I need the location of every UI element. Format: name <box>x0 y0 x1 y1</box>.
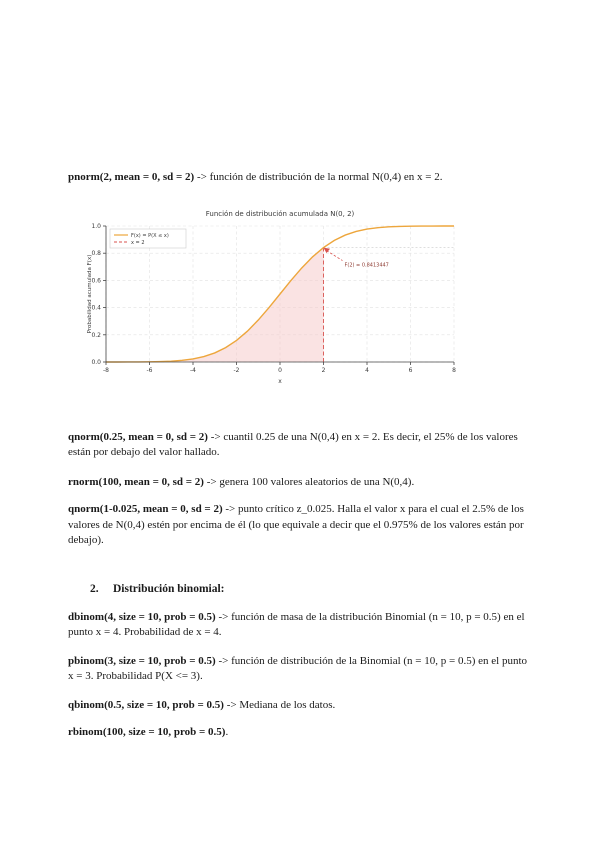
shaded-area <box>106 247 324 362</box>
code-qnorm-0975: qnorm(1-0.025, mean = 0, sd = 2) <box>68 503 223 515</box>
x-tick-label: 2 <box>322 367 326 374</box>
x-tick-label: 4 <box>365 367 369 374</box>
cdf-curve <box>105 224 455 363</box>
x-tick-label: -6 <box>147 367 153 374</box>
x-tick-label: 0 <box>278 367 282 374</box>
section-title: Distribución binomial: <box>113 582 225 595</box>
legend-marker-label: x = 2 <box>131 240 145 246</box>
paragraph-qnorm-0975: qnorm(1-0.025, mean = 0, sd = 2) -> punt… <box>68 502 534 549</box>
x-tick-label: 6 <box>409 367 413 374</box>
code-rbinom: rbinom(100, size = 10, prob = 0.5) <box>68 726 226 738</box>
cdf-chart: -8 -6 -4 -2 0 2 4 6 8 0.0 0.2 0.4 0.6 0.8 1.0 Función d… <box>87 210 456 385</box>
x-tick-label: 8 <box>452 367 456 374</box>
text-rbinom: . <box>225 726 229 738</box>
y-axis-label: Probabilidad acumulada F(x) <box>87 254 93 333</box>
text-dbinom: -> función de masa de la distribución Bi… <box>68 610 525 639</box>
cdf-chart-figure: -8 -6 -4 -2 0 2 4 6 8 0.0 0.2 0.4 0.6 0.8 1.0 Función d… <box>84 206 534 394</box>
y-tick-label: 0.0 <box>91 359 101 366</box>
x-tick-label: -2 <box>234 367 240 374</box>
code-rnorm: rnorm(100, mean = 0, sd = 2) <box>68 475 204 488</box>
paragraph-pbinom: pbinom(3, size = 10, prob = 0.5) -> func… <box>68 654 534 685</box>
annotation-text: F(2) = 0.8413447 <box>345 262 389 268</box>
paragraph-qnorm-025: qnorm(0.25, mean = 0, sd = 2) -> cuantil… <box>68 430 534 461</box>
x-tick-label: -8 <box>103 367 109 374</box>
y-tick-label: 0.8 <box>91 250 101 257</box>
paragraph-rnorm: rnorm(100, mean = 0, sd = 2) -> genera 1… <box>68 475 534 491</box>
legend-curve-label: F(x) = P(X ≤ x) <box>131 233 169 239</box>
paragraph-pnorm: pnorm(2, mean = 0, sd = 2) -> función de… <box>68 170 534 186</box>
annotation-arrow <box>326 249 343 261</box>
x-tick-label: -4 <box>190 367 196 374</box>
paragraph-rbinom: rbinom(100, size = 10, prob = 0.5). <box>68 725 534 741</box>
y-tick-label: 0.6 <box>91 277 101 284</box>
code-pnorm: pnorm(2, mean = 0, sd = 2) <box>68 171 195 183</box>
section-number: 2. <box>90 582 99 595</box>
paragraph-dbinom: dbinom(4, size = 10, prob = 0.5) -> func… <box>68 610 534 641</box>
y-tick-label: 1.0 <box>91 223 101 230</box>
text-qnorm-025: -> cuantil 0.25 de una N(0,4) en x = 2. … <box>68 430 518 459</box>
document-page: pnorm(2, mean = 0, sd = 2) -> función de… <box>68 170 534 741</box>
code-pbinom: pbinom(3, size = 10, prob = 0.5) <box>68 654 216 667</box>
text-qbinom: -> Mediana de los datos. <box>223 698 336 711</box>
y-tick-label: 0.4 <box>91 304 101 311</box>
text-qnorm-0975: -> punto crítico z_0.025. Halla el valor… <box>68 503 524 546</box>
code-dbinom: dbinom(4, size = 10, prob = 0.5) <box>68 610 216 623</box>
section-heading-binomial: 2. Distribución binomial: <box>90 583 534 595</box>
x-axis-label: x <box>278 378 282 385</box>
paragraph-qbinom: qbinom(0.5, size = 10, prob = 0.5) -> Me… <box>68 698 534 714</box>
y-tick-label: 0.2 <box>91 331 101 338</box>
legend-box <box>109 228 187 248</box>
chart-title: Función de distribución acumulada N(0, 2… <box>206 210 355 218</box>
text-pbinom: -> función de distribución de la Binomia… <box>68 654 527 683</box>
code-qnorm-025: qnorm(0.25, mean = 0, sd = 2) <box>68 430 208 443</box>
annotation-arrowhead <box>323 247 330 253</box>
code-qbinom: qbinom(0.5, size = 10, prob = 0.5) <box>68 698 224 711</box>
text-rnorm: -> genera 100 valores aleatorios de una … <box>203 475 415 488</box>
text-pnorm: -> función de distribución de la normal … <box>194 171 443 183</box>
